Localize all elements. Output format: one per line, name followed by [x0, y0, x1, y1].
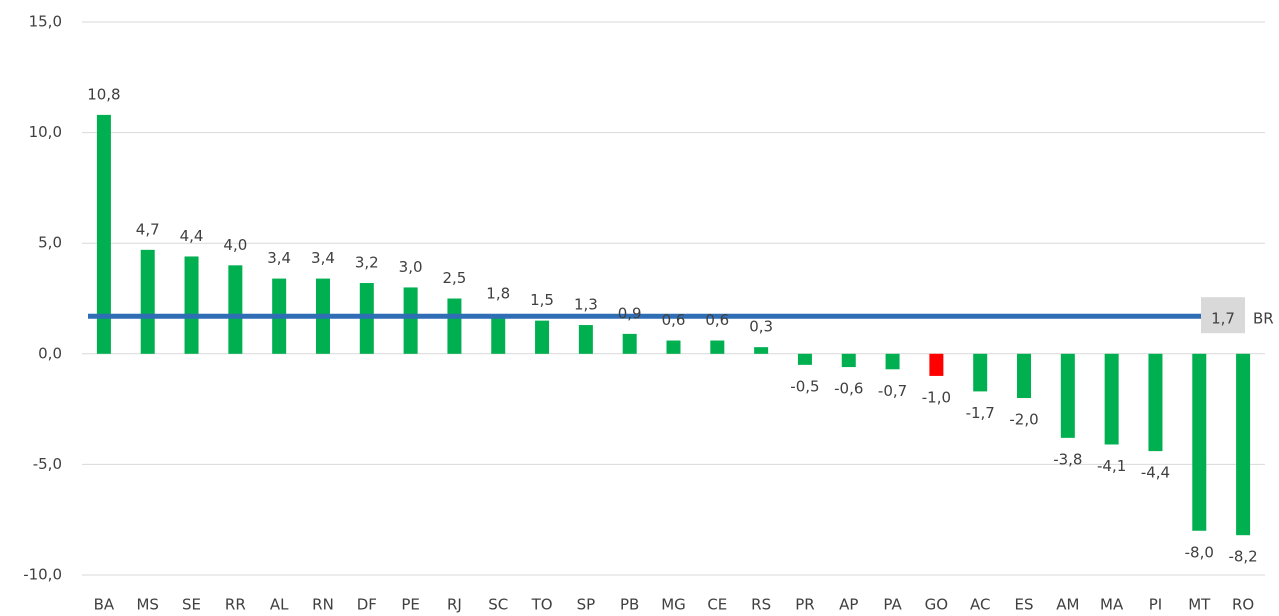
bar: [403, 287, 418, 354]
value-label: 4,7: [136, 220, 160, 238]
bar: [929, 353, 944, 376]
bar: [666, 340, 681, 354]
x-tick-label: AC: [970, 596, 990, 614]
value-label: -4,1: [1097, 457, 1126, 475]
x-tick-label: RO: [1232, 596, 1254, 614]
x-tick-label: MG: [661, 596, 686, 614]
x-tick-label: SC: [488, 596, 508, 614]
bar: [578, 325, 593, 354]
bar: [1017, 353, 1032, 399]
value-label: -2,0: [1009, 411, 1038, 429]
x-tick-label: AM: [1056, 596, 1079, 614]
bar: [622, 333, 637, 354]
y-tick-label: 15,0: [29, 13, 62, 31]
bar: [841, 353, 856, 368]
x-tick-label: PI: [1149, 596, 1162, 614]
bar: [140, 249, 155, 354]
value-label: 1,3: [574, 296, 598, 314]
value-label: -1,0: [922, 388, 951, 406]
x-tick-label: DF: [357, 596, 377, 614]
value-label: 2,5: [442, 269, 466, 287]
value-label: -3,8: [1053, 450, 1082, 468]
x-tick-label: RJ: [447, 596, 462, 614]
bar: [491, 313, 506, 354]
value-label: 10,8: [87, 85, 120, 103]
bar: [535, 320, 550, 354]
x-tick-label: ES: [1015, 596, 1034, 614]
reference-name: BR: [1253, 310, 1274, 328]
bar: [1192, 353, 1207, 531]
bar: [1104, 353, 1119, 445]
x-tick-label: SP: [577, 596, 596, 614]
value-label: 0,3: [749, 318, 773, 336]
x-tick-label: RS: [751, 596, 771, 614]
x-tick-label: MT: [1188, 596, 1211, 614]
x-tick-label: CE: [707, 596, 727, 614]
value-label: -0,7: [878, 382, 907, 400]
value-label: 0,9: [618, 304, 642, 322]
y-tick-label: -10,0: [23, 566, 62, 584]
value-label: -8,0: [1185, 543, 1214, 561]
value-label: 3,2: [355, 254, 379, 272]
bar: [1148, 353, 1163, 452]
value-label: 4,4: [180, 227, 204, 245]
y-tick-label: -5,0: [33, 455, 62, 473]
value-label: -8,2: [1228, 548, 1257, 566]
value-label: 1,5: [530, 291, 554, 309]
bar: [1060, 353, 1075, 438]
x-tick-label: PE: [401, 596, 420, 614]
x-tick-label: PB: [620, 596, 639, 614]
x-tick-label: MS: [136, 596, 158, 614]
value-label: -1,7: [966, 404, 995, 422]
value-label: 4,0: [223, 236, 247, 254]
bar: [754, 347, 769, 354]
y-tick-label: 0,0: [38, 344, 62, 362]
value-label: 3,4: [311, 249, 335, 267]
x-tick-label: GO: [925, 596, 948, 614]
bar: [228, 265, 243, 354]
value-label: -4,4: [1141, 464, 1170, 482]
value-label: 1,8: [486, 284, 510, 302]
bar: [1236, 353, 1251, 536]
x-tick-label: SE: [182, 596, 201, 614]
x-tick-label: AP: [839, 596, 858, 614]
value-label: 0,6: [662, 311, 686, 329]
x-tick-label: MA: [1100, 596, 1124, 614]
x-tick-label: RN: [312, 596, 334, 614]
value-label: 0,6: [705, 311, 729, 329]
bar: [96, 114, 111, 354]
reference-value-label: 1,7: [1211, 310, 1235, 328]
x-tick-label: AL: [270, 596, 289, 614]
x-tick-label: TO: [531, 596, 553, 614]
x-tick-label: BA: [94, 596, 115, 614]
y-tick-label: 5,0: [38, 234, 62, 252]
bar: [973, 353, 988, 392]
reference-label-box: [1201, 297, 1245, 334]
bar: [184, 256, 199, 354]
value-label: 3,0: [399, 258, 423, 276]
bar: [797, 353, 812, 365]
value-label: 3,4: [267, 249, 291, 267]
bar: [447, 298, 462, 354]
bar: [885, 353, 900, 370]
x-tick-label: PR: [795, 596, 814, 614]
bar: [710, 340, 725, 354]
value-label: -0,6: [834, 380, 863, 398]
value-label: -0,5: [790, 377, 819, 395]
x-tick-label: PA: [883, 596, 902, 614]
x-tick-label: RR: [225, 596, 246, 614]
y-tick-label: 10,0: [29, 123, 62, 141]
